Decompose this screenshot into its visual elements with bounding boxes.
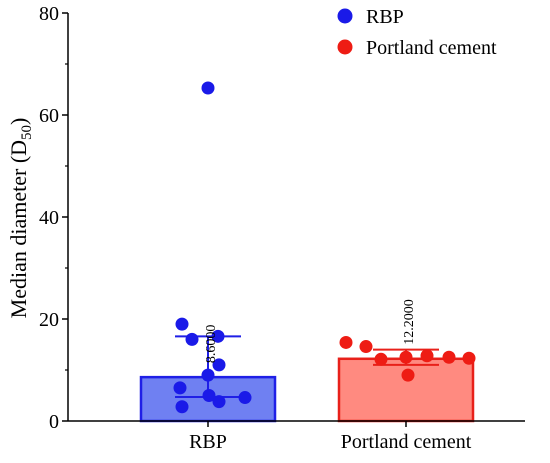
- data-point-portland-cement: [339, 335, 353, 349]
- data-point-rbp: [238, 391, 252, 405]
- data-point-rbp: [173, 381, 187, 395]
- data-point-rbp: [185, 332, 199, 346]
- legend-marker-portland-cement: [337, 39, 353, 55]
- data-point-rbp: [201, 368, 215, 382]
- y-tick-label: 40: [39, 207, 59, 229]
- data-point-portland-cement: [442, 350, 456, 364]
- value-label-portland-cement: 12.2000: [402, 299, 417, 345]
- y-axis-label-main: Median diameter (D: [6, 140, 31, 318]
- legend-marker-rbp: [337, 8, 353, 24]
- data-point-portland-cement: [401, 368, 415, 382]
- data-point-rbp: [201, 81, 215, 95]
- y-axis-label: Median diameter (D50): [6, 118, 35, 319]
- y-axis-label-close: ): [6, 118, 31, 125]
- data-point-portland-cement: [420, 349, 434, 363]
- data-point-rbp: [175, 317, 189, 331]
- bar-portland-cement: [337, 357, 475, 423]
- data-point-portland-cement: [399, 350, 413, 364]
- y-axis-label-subscript: 50: [19, 125, 35, 140]
- x-tick-label: Portland cement: [341, 431, 472, 453]
- legend: RBP Portland cement: [337, 6, 497, 59]
- data-point-rbp: [211, 329, 225, 343]
- y-tick-label: 60: [39, 105, 59, 127]
- x-tick-label: RBP: [189, 431, 227, 453]
- data-point-portland-cement: [462, 351, 476, 365]
- data-point-rbp: [175, 400, 189, 414]
- data-point-portland-cement: [359, 340, 373, 354]
- legend-label-portland-cement: Portland cement: [366, 37, 497, 59]
- y-tick-label: 0: [49, 411, 59, 433]
- y-tick-label: 80: [39, 3, 59, 25]
- data-point-rbp: [212, 358, 226, 372]
- y-tick-label: 20: [39, 309, 59, 331]
- value-label-rbp: 8.6000: [204, 325, 219, 364]
- data-point-rbp: [202, 389, 216, 402]
- data-point-rbp: [212, 395, 226, 409]
- plot-area: 8.6000 12.2000 0 20 40 60 80 RBP Portland cement: [39, 3, 525, 453]
- legend-label-rbp: RBP: [366, 6, 404, 28]
- data-point-portland-cement: [374, 352, 388, 366]
